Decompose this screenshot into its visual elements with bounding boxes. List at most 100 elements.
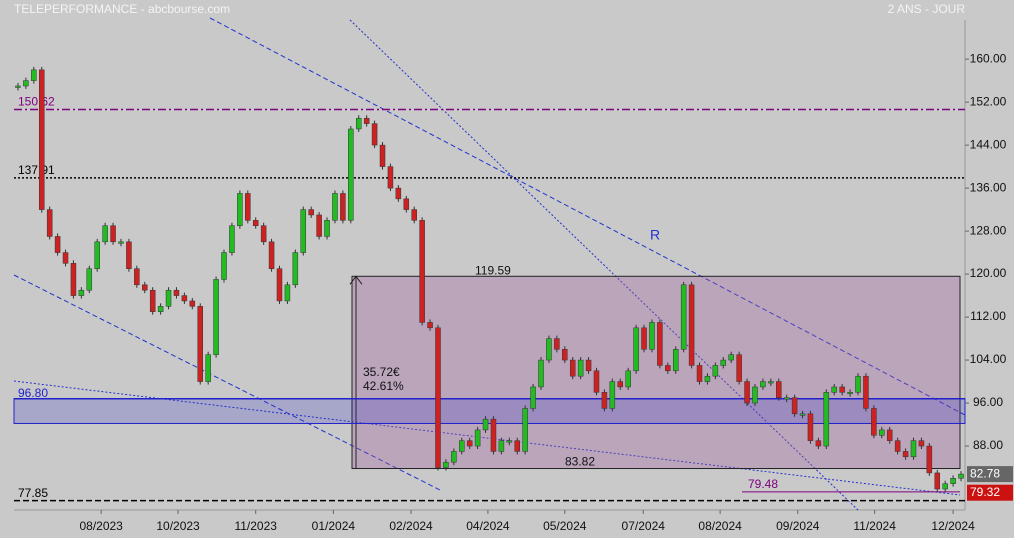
candle [31, 69, 37, 81]
candle [807, 413, 814, 441]
y-tick-label: 96.00 [973, 395, 1003, 409]
candle [419, 220, 425, 323]
candle [229, 225, 235, 253]
candle [696, 365, 703, 382]
candle [926, 445, 933, 474]
candle [847, 392, 853, 395]
candle [562, 349, 568, 361]
x-tick-label: 04/2024 [466, 519, 510, 533]
candle [38, 69, 45, 210]
candle [609, 381, 616, 409]
candle [736, 354, 742, 382]
band [13, 398, 966, 424]
chart-subtitle: 2 ANS - JOUR [888, 2, 966, 16]
candle [649, 322, 655, 350]
candle [657, 322, 663, 366]
candle [768, 381, 774, 384]
candle [213, 279, 219, 355]
candle [451, 451, 457, 463]
candle [871, 408, 877, 436]
candle [799, 413, 806, 416]
x-tick-label: 08/2024 [698, 519, 742, 533]
candle [855, 375, 861, 393]
low-price: 79.32 [970, 485, 1000, 499]
candle [665, 365, 671, 372]
candle [823, 392, 830, 447]
candle [94, 241, 100, 269]
band-label: 96.80 [18, 386, 48, 400]
candle [62, 252, 69, 264]
candle [316, 214, 322, 237]
candle [712, 365, 719, 377]
candle [403, 198, 410, 210]
candle [379, 144, 386, 167]
candle [728, 354, 734, 361]
x-tick-label: 07/2024 [622, 519, 666, 533]
x-tick-label: 12/2024 [931, 519, 975, 533]
candle [102, 225, 108, 243]
candle [530, 386, 536, 409]
y-tick-label: 144.00 [970, 137, 1007, 151]
candle [720, 359, 727, 366]
candle [118, 241, 124, 244]
y-tick-label: 152.00 [970, 94, 1007, 108]
x-tick-label: 02/2024 [389, 519, 433, 533]
zone-change: 35.72€ [363, 365, 400, 379]
candle [704, 375, 711, 382]
y-tick-label: 112.00 [970, 309, 1006, 323]
arrow-head [349, 275, 363, 285]
candle [569, 359, 576, 377]
candle [46, 209, 53, 237]
candle [363, 117, 370, 124]
candle [54, 236, 61, 253]
y-tick-label: 160.00 [970, 51, 1007, 65]
x-tick-label: 10/2023 [156, 519, 200, 533]
candle [577, 359, 584, 377]
candle [894, 440, 901, 452]
candle [86, 268, 93, 291]
candle [197, 306, 203, 382]
candle [340, 193, 346, 221]
candle [910, 440, 917, 458]
candle [245, 193, 251, 221]
candle [688, 284, 695, 366]
x-tick-label: 08/2023 [79, 519, 123, 533]
zone-percent: 42.61% [363, 379, 404, 393]
candle [783, 397, 790, 400]
candle [300, 209, 307, 253]
x-tick-label: 11/2024 [853, 519, 896, 533]
candle [625, 370, 631, 388]
candle [371, 123, 378, 146]
y-tick-label: 120.00 [970, 266, 1007, 280]
candle [538, 359, 544, 388]
zone-high-label: 119.59 [475, 263, 511, 277]
candle [237, 193, 243, 226]
candle [23, 80, 29, 87]
candle [387, 166, 394, 189]
y-tick-label: 136.00 [970, 180, 1007, 194]
x-tick-label: 01/2024 [312, 519, 356, 533]
candle [173, 289, 180, 296]
candle [157, 306, 164, 312]
candle [886, 429, 893, 441]
candle [284, 284, 291, 302]
candle [641, 327, 647, 350]
candle [126, 241, 132, 269]
candle [15, 85, 21, 88]
candle [395, 187, 402, 200]
candle [332, 193, 338, 221]
range-zone [351, 275, 961, 470]
candle [791, 397, 798, 415]
candle [165, 289, 172, 307]
candle [934, 472, 941, 490]
candle [918, 440, 925, 447]
candle [474, 429, 481, 447]
candle [181, 295, 188, 302]
candle [839, 386, 845, 393]
candle [142, 284, 148, 291]
chart-title: TELEPERFORMANCE - abcbourse.com [14, 2, 230, 16]
candle [189, 300, 196, 307]
